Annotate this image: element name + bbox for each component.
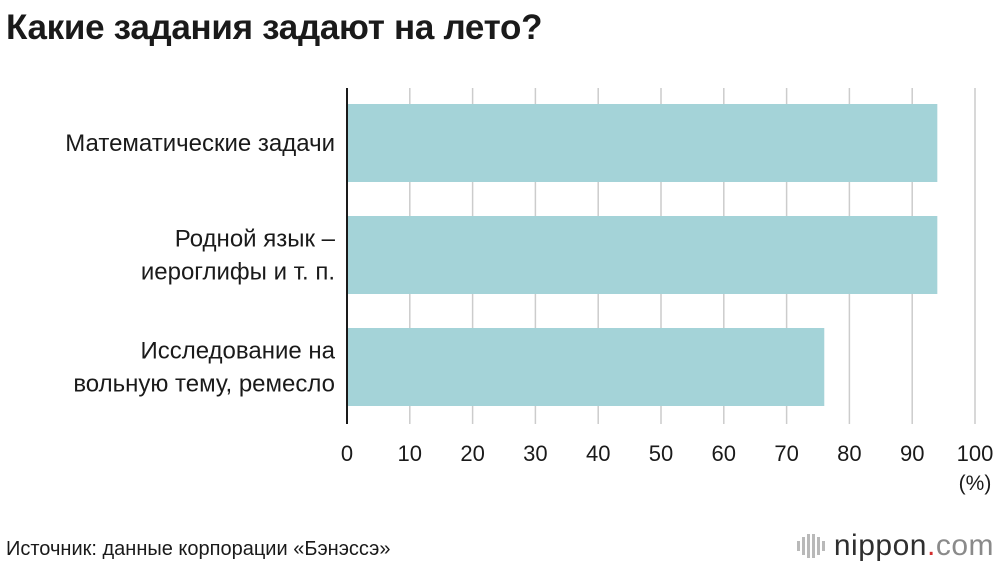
nippon-logo-icon — [796, 534, 825, 558]
x-axis-unit: (%) — [959, 472, 992, 495]
x-tick-label: 20 — [460, 441, 484, 466]
bar — [347, 104, 938, 182]
x-tick-label: 10 — [398, 441, 422, 466]
x-tick-label: 70 — [774, 441, 798, 466]
x-tick-label: 0 — [341, 441, 353, 466]
x-tick-label: 30 — [523, 441, 547, 466]
source-note: Источник: данные корпорации «Бэнэссэ» — [6, 538, 391, 560]
brand-name: nippon.com — [833, 529, 994, 562]
x-tick-label: 40 — [586, 441, 610, 466]
bar — [347, 328, 825, 406]
category-label: Математические задачи — [65, 130, 335, 157]
x-tick-label: 90 — [900, 441, 924, 466]
brand-logo: nippon.com — [796, 528, 994, 564]
category-label: вольную тему, ремесло — [73, 371, 335, 398]
category-label: Родной язык – — [175, 226, 336, 253]
category-label: Исследование на — [140, 338, 335, 365]
x-tick-label: 100 — [957, 441, 994, 466]
x-tick-label: 80 — [837, 441, 861, 466]
category-labels: Математические задачи Родной язык – иерогл… — [65, 130, 335, 398]
x-tick-labels: 0 10 20 30 40 50 60 70 80 90 100 (%) — [341, 441, 993, 495]
x-tick-label: 50 — [649, 441, 673, 466]
bar — [347, 216, 938, 294]
bars — [347, 104, 938, 406]
chart-title: Какие задания задают на лето? — [6, 8, 543, 47]
category-label: иероглифы и т. п. — [141, 259, 335, 286]
x-tick-label: 60 — [712, 441, 736, 466]
